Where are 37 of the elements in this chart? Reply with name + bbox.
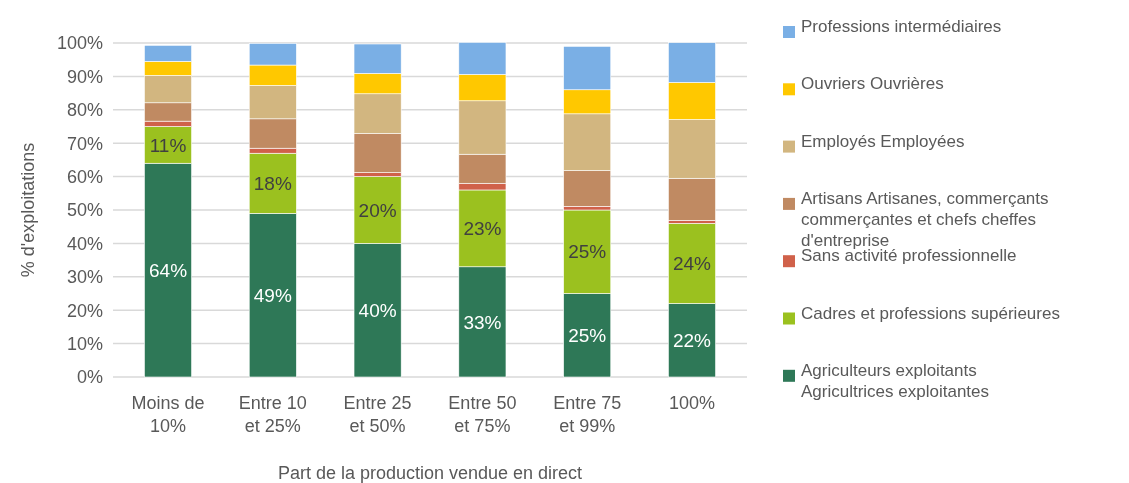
data-label: 64% (149, 259, 188, 281)
y-tick-label: 20% (66, 300, 103, 321)
legend-label: Employés Employées (801, 131, 965, 151)
y-tick-label: 100% (56, 33, 103, 54)
data-label: 25% (568, 241, 607, 263)
y-tick-label: 90% (66, 66, 103, 87)
y-tick-label: 70% (66, 133, 103, 154)
y-tick-label: 50% (66, 200, 103, 221)
data-label: 33% (463, 311, 502, 333)
data-label: 40% (358, 299, 397, 321)
y-tick-label: 10% (66, 333, 103, 354)
y-tick-label: 60% (66, 166, 103, 187)
data-label: 24% (672, 253, 712, 275)
legend-label: Artisans Artisanes, commerçants commerçantes et chefs cheffes d'entreprise (801, 188, 1049, 250)
data-label: 25% (568, 324, 607, 346)
legend-label: Ouvriers Ouvrières (801, 74, 944, 94)
legend-label: Professions intermédiaires (801, 17, 1002, 36)
y-tick-label: 80% (66, 100, 103, 121)
data-label: 20% (358, 199, 397, 221)
x-tick-label: Entre 25 et 50% (343, 393, 412, 436)
legend-label: Agriculteurs exploitants Agricultrices exploitantes (801, 360, 990, 401)
x-tick-label: Moins de 10% (131, 393, 205, 436)
data-label: 23% (463, 218, 502, 240)
data-label: 11% (149, 134, 187, 156)
y-axis-title: % d'exploitations (18, 142, 38, 278)
data-label: 49% (253, 284, 292, 306)
x-tick-label: Entre 10 et 25% (238, 393, 307, 436)
x-tick-label: 100% (668, 393, 716, 413)
data-label: 22% (672, 329, 712, 351)
y-tick-label: 30% (66, 267, 103, 288)
x-axis-title: Part de la production vendue en direct (277, 463, 583, 483)
x-tick-label: Entre 50 et 75% (448, 393, 517, 436)
y-tick-label: 40% (66, 233, 103, 254)
data-label: 18% (253, 172, 292, 194)
y-tick-label: 0% (76, 367, 103, 388)
legend-label: Cadres et professions supérieures (801, 303, 1060, 323)
x-tick-label: Entre 75 et 99% (553, 393, 622, 436)
